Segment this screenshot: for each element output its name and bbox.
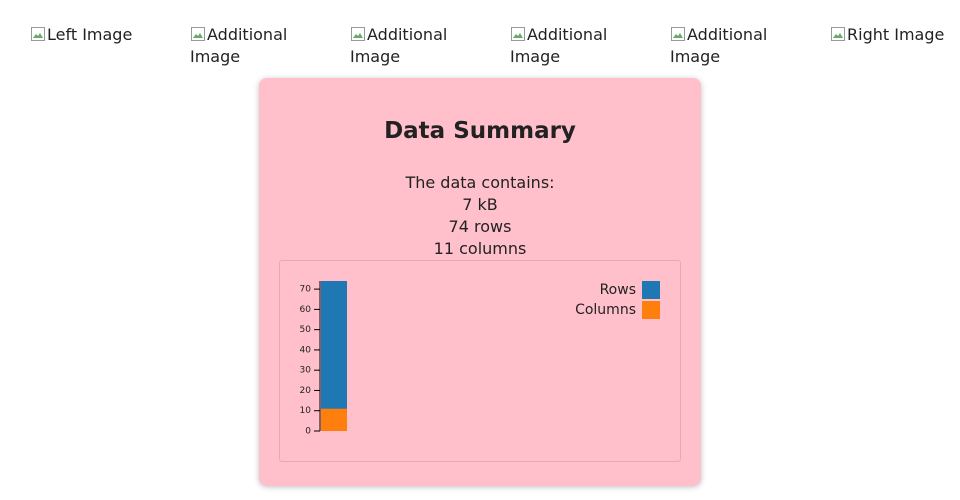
alt-text: Additional Image [350, 25, 448, 66]
alt-text: Additional Image [190, 25, 288, 66]
alt-text: Additional Image [670, 25, 768, 66]
broken-image-icon [31, 27, 45, 41]
y-tick-label: 30 [300, 366, 312, 376]
broken-image-icon [191, 27, 205, 41]
broken-image-icon [351, 27, 365, 41]
chart: 0 10 20 30 40 50 60 70 Rows Columns [300, 281, 660, 437]
broken-image-icon [511, 27, 525, 41]
summary-line: 74 rows [448, 217, 512, 236]
broken-image-icon [831, 27, 845, 41]
y-tick-label: 40 [300, 345, 312, 355]
summary-text: The data contains: 7 kB 74 rows 11 columns [259, 172, 701, 260]
broken-image: Additional Image [510, 24, 635, 68]
y-tick-label: 20 [300, 386, 312, 396]
y-tick-label: 50 [300, 325, 312, 335]
alt-text: Right Image [847, 25, 945, 44]
y-tick-label: 0 [305, 427, 311, 437]
y-tick-label: 60 [300, 305, 312, 315]
bar [321, 281, 347, 431]
legend-swatch [642, 301, 660, 319]
broken-image: Left Image [30, 24, 155, 46]
y-tick-label: 10 [300, 406, 312, 416]
broken-image: Additional Image [190, 24, 315, 68]
legend-label: Rows [600, 282, 636, 298]
broken-image: Right Image [830, 24, 955, 46]
broken-image: Additional Image [670, 24, 795, 68]
broken-image: Additional Image [350, 24, 475, 68]
summary-card: Data Summary The data contains: 7 kB 74 ro… [259, 78, 701, 486]
legend-label: Columns [575, 302, 636, 318]
card-title: Data Summary [384, 118, 576, 144]
summary-line: The data contains: [405, 173, 555, 192]
y-tick-label: 70 [300, 285, 312, 295]
alt-text: Left Image [47, 25, 133, 44]
bar [321, 408, 347, 431]
alt-text: Additional Image [510, 25, 608, 66]
summary-line: 7 kB [462, 195, 498, 214]
legend-swatch [642, 281, 660, 299]
summary-line: 11 columns [433, 239, 527, 258]
broken-image-icon [671, 27, 685, 41]
chart-box: 0 10 20 30 40 50 60 70 Rows Columns [279, 260, 681, 462]
